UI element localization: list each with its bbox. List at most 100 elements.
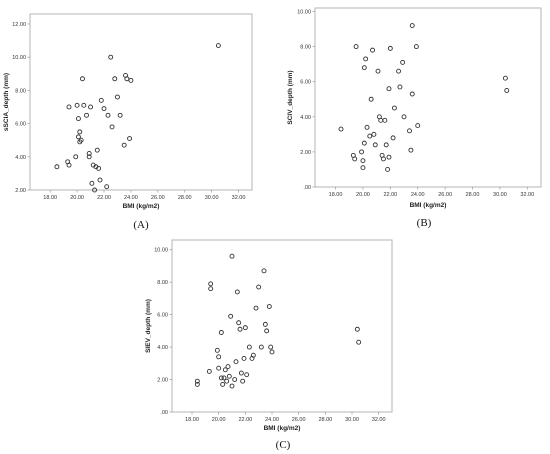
data-point <box>117 112 123 118</box>
data-point <box>128 77 134 83</box>
y-tick-label: 6.00 <box>157 313 168 319</box>
x-tick-label: 26.00 <box>438 192 452 198</box>
data-point <box>84 112 89 118</box>
data-point <box>385 167 391 172</box>
data-point <box>73 154 79 160</box>
data-point <box>338 126 344 132</box>
data-point <box>352 156 358 162</box>
data-point <box>409 23 415 28</box>
data-point <box>400 59 406 65</box>
data-point <box>222 367 228 373</box>
data-point <box>391 105 397 111</box>
data-point <box>359 149 365 155</box>
y-tick-label: 4.00 <box>157 345 168 351</box>
x-tick-label: 30.00 <box>493 192 507 198</box>
data-point <box>413 44 419 50</box>
data-point <box>244 372 250 378</box>
y-tick-label: 8.00 <box>157 280 168 286</box>
x-tick-label: 24.00 <box>124 195 138 201</box>
data-point <box>89 180 95 186</box>
x-tick-label: 22.00 <box>238 417 252 423</box>
data-point <box>240 378 246 384</box>
y-axis-label: SIEV_depth (mm) <box>145 299 152 353</box>
data-point <box>224 378 230 384</box>
data-point <box>194 378 200 384</box>
data-point <box>386 86 392 92</box>
x-tick-label: 26.00 <box>292 417 306 423</box>
x-tick-label: 22.00 <box>97 195 111 201</box>
x-tick-label: 18.00 <box>43 195 57 201</box>
y-tick-label: 10.00 <box>12 55 26 61</box>
x-axis-label: BMI (kg/m2) <box>264 425 301 432</box>
y-tick-label: 8.00 <box>300 45 311 51</box>
x-tick-label: 24.00 <box>265 417 279 423</box>
data-point <box>115 94 120 100</box>
data-point <box>88 104 93 110</box>
x-tick-label: 28.00 <box>178 195 192 201</box>
x-axis-label: BMI (kg/m2) <box>123 203 160 210</box>
data-point <box>261 268 267 274</box>
x-tick-label: 30.00 <box>345 417 359 423</box>
data-point <box>226 373 232 379</box>
data-point <box>216 354 222 360</box>
data-point <box>206 368 212 374</box>
data-point <box>238 370 244 376</box>
data-point <box>101 106 107 112</box>
y-tick-label: 6.00 <box>300 80 311 86</box>
data-point <box>232 377 238 382</box>
data-point <box>415 123 421 129</box>
data-point <box>194 381 200 387</box>
y-tick-label: .00 <box>160 410 168 416</box>
data-point <box>74 102 80 108</box>
data-point <box>354 326 360 332</box>
data-point <box>66 104 72 110</box>
x-tick-label: 26.00 <box>151 195 165 201</box>
data-point <box>407 128 412 134</box>
x-tick-label: 32.00 <box>520 192 534 198</box>
data-point <box>390 135 396 141</box>
x-tick-label: 32.00 <box>372 417 386 423</box>
data-point <box>80 76 85 82</box>
y-tick-label: 4.00 <box>15 155 26 161</box>
data-point <box>502 75 508 81</box>
data-point <box>228 313 234 319</box>
data-point <box>269 349 275 355</box>
data-point <box>236 320 242 326</box>
data-point <box>121 142 127 148</box>
data-point <box>104 184 110 190</box>
data-point <box>268 344 274 350</box>
panel-label: (A) <box>133 219 149 231</box>
data-point <box>233 359 239 365</box>
data-point <box>361 65 367 71</box>
data-point <box>360 158 366 164</box>
data-point <box>234 289 240 295</box>
data-point <box>96 165 102 171</box>
x-tick-label: 20.00 <box>356 192 370 198</box>
data-point <box>356 339 362 345</box>
y-tick-label: 6.00 <box>15 122 26 128</box>
panel-label: (B) <box>417 217 432 229</box>
data-point <box>77 129 83 135</box>
x-tick-label: 20.00 <box>212 417 226 423</box>
data-point <box>221 375 227 381</box>
data-point <box>353 44 359 50</box>
data-point <box>396 68 402 74</box>
data-point <box>214 347 220 353</box>
data-point <box>208 286 214 292</box>
plot-frame <box>171 239 393 413</box>
data-point <box>229 383 235 389</box>
data-point <box>256 284 262 290</box>
data-point <box>220 381 226 387</box>
y-tick-label: 2.00 <box>300 150 311 156</box>
data-point <box>225 364 231 370</box>
plot-frame <box>314 7 542 188</box>
data-point <box>386 154 392 160</box>
y-axis-label: SCIV_depth (mm) <box>287 70 294 124</box>
x-tick-label: 24.00 <box>411 192 425 198</box>
data-point <box>97 177 103 183</box>
data-point <box>397 84 403 90</box>
data-point <box>408 147 414 153</box>
data-point <box>92 187 98 193</box>
data-point <box>363 56 369 62</box>
